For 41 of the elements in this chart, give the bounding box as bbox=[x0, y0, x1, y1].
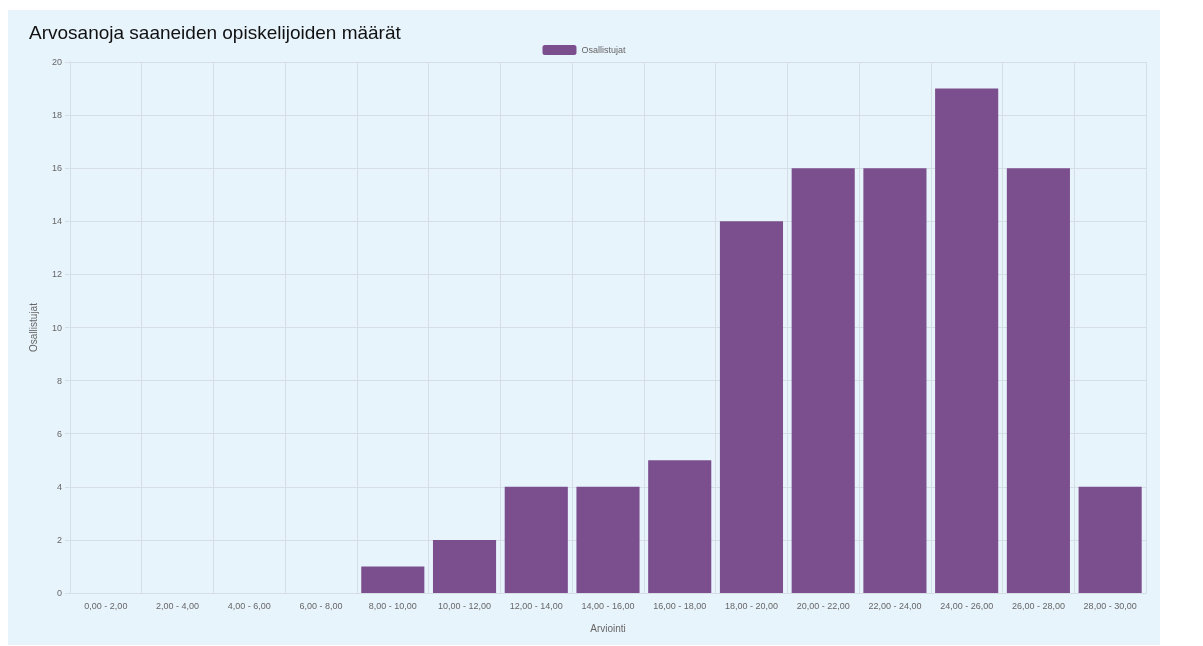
x-tick-label: 10,00 - 12,00 bbox=[438, 600, 492, 611]
x-tick-label: 14,00 - 16,00 bbox=[581, 600, 635, 611]
x-tick-label: 8,00 - 10,00 bbox=[368, 600, 417, 611]
y-tick-label: 10 bbox=[51, 322, 62, 333]
bar bbox=[935, 88, 999, 593]
x-tick-label: 12,00 - 14,00 bbox=[509, 600, 563, 611]
x-tick-label: 2,00 - 4,00 bbox=[156, 600, 200, 611]
y-tick-label: 18 bbox=[51, 110, 62, 121]
y-tick-label: 14 bbox=[51, 216, 62, 227]
x-tick-label: 6,00 - 8,00 bbox=[299, 600, 343, 611]
y-axis-title: Osallistujat bbox=[27, 302, 39, 352]
x-tick-label: 24,00 - 26,00 bbox=[940, 600, 994, 611]
bar bbox=[648, 460, 712, 593]
x-axis-title: Arviointi bbox=[590, 622, 626, 634]
x-tick-label: 16,00 - 18,00 bbox=[653, 600, 707, 611]
legend-label: Osallistujat bbox=[581, 45, 627, 55]
y-tick-label: 8 bbox=[56, 375, 62, 386]
x-tick-label: 22,00 - 24,00 bbox=[868, 600, 922, 611]
y-tick-label: 16 bbox=[51, 163, 62, 174]
x-tick-label: 28,00 - 30,00 bbox=[1083, 600, 1137, 611]
chart-title: Arvosanoja saaneiden opiskelijoiden määrät bbox=[29, 22, 402, 43]
x-tick-label: 18,00 - 20,00 bbox=[724, 600, 778, 611]
x-tick-label: 0,00 - 2,00 bbox=[84, 600, 128, 611]
y-tick-label: 6 bbox=[56, 428, 62, 439]
x-tick-label: 4,00 - 6,00 bbox=[227, 600, 271, 611]
y-tick-label: 2 bbox=[56, 534, 62, 545]
bar bbox=[576, 486, 640, 593]
y-tick-label: 12 bbox=[51, 269, 62, 280]
y-tick-label: 20 bbox=[51, 57, 62, 67]
y-tick-label: 0 bbox=[56, 588, 62, 598]
bar bbox=[863, 168, 927, 593]
bar bbox=[791, 168, 855, 593]
bar bbox=[361, 566, 425, 593]
bar bbox=[1078, 486, 1142, 593]
x-tick-label: 26,00 - 28,00 bbox=[1011, 600, 1065, 611]
bar bbox=[719, 221, 784, 593]
bar bbox=[432, 539, 497, 593]
y-tick-label: 4 bbox=[56, 481, 62, 492]
bar bbox=[504, 486, 568, 593]
bar bbox=[1006, 168, 1070, 593]
x-tick-label: 20,00 - 22,00 bbox=[796, 600, 850, 611]
